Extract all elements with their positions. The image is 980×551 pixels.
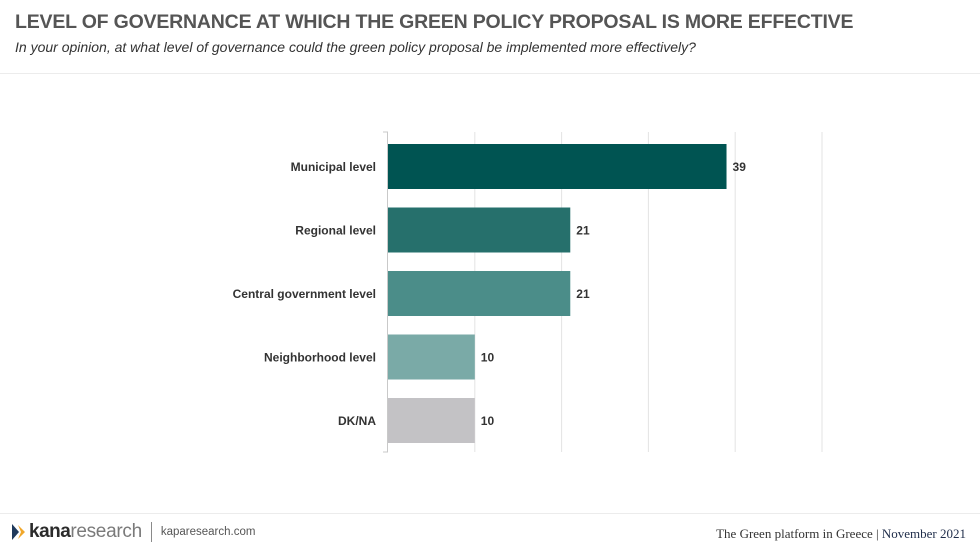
brand-name-bold: kana xyxy=(29,521,71,542)
bar-2 xyxy=(388,271,571,316)
data-label-2: 21 xyxy=(576,287,590,301)
report-caption: The Green platform in Greece | November … xyxy=(716,526,966,542)
data-label-4: 10 xyxy=(481,414,495,428)
header-divider xyxy=(0,73,980,74)
bar-0 xyxy=(388,144,727,189)
report-date: November 2021 xyxy=(881,526,966,541)
category-label-2: Central government level xyxy=(233,287,376,301)
caption-separator: | xyxy=(876,526,879,541)
bar-4 xyxy=(388,398,475,443)
brand-name-light: research xyxy=(70,521,142,542)
chart-title: LEVEL OF GOVERNANCE AT WHICH THE GREEN P… xyxy=(15,11,854,33)
footer-divider xyxy=(0,513,980,514)
bar-1 xyxy=(388,207,571,253)
category-label-1: Regional level xyxy=(295,224,376,238)
brand-divider xyxy=(150,522,152,542)
report-name: The Green platform in Greece xyxy=(716,526,873,541)
data-label-3: 10 xyxy=(481,351,495,365)
bar-3 xyxy=(388,334,475,380)
data-label-0: 39 xyxy=(733,160,747,174)
category-label-4: DK/NA xyxy=(338,414,376,428)
brand-block: kana research kaparesearch.com xyxy=(10,520,255,544)
kana-logo-icon xyxy=(12,524,25,540)
website-link[interactable]: kaparesearch.com xyxy=(160,526,256,538)
category-label-0: Municipal level xyxy=(291,160,376,174)
bar-chart: Municipal level 39 Regional level 21 Central… xyxy=(233,131,823,453)
category-label-3: Neighborhood level xyxy=(264,351,376,365)
data-label-1: 21 xyxy=(576,224,590,238)
chart-subtitle: In your opinion, at what level of govern… xyxy=(15,39,696,55)
